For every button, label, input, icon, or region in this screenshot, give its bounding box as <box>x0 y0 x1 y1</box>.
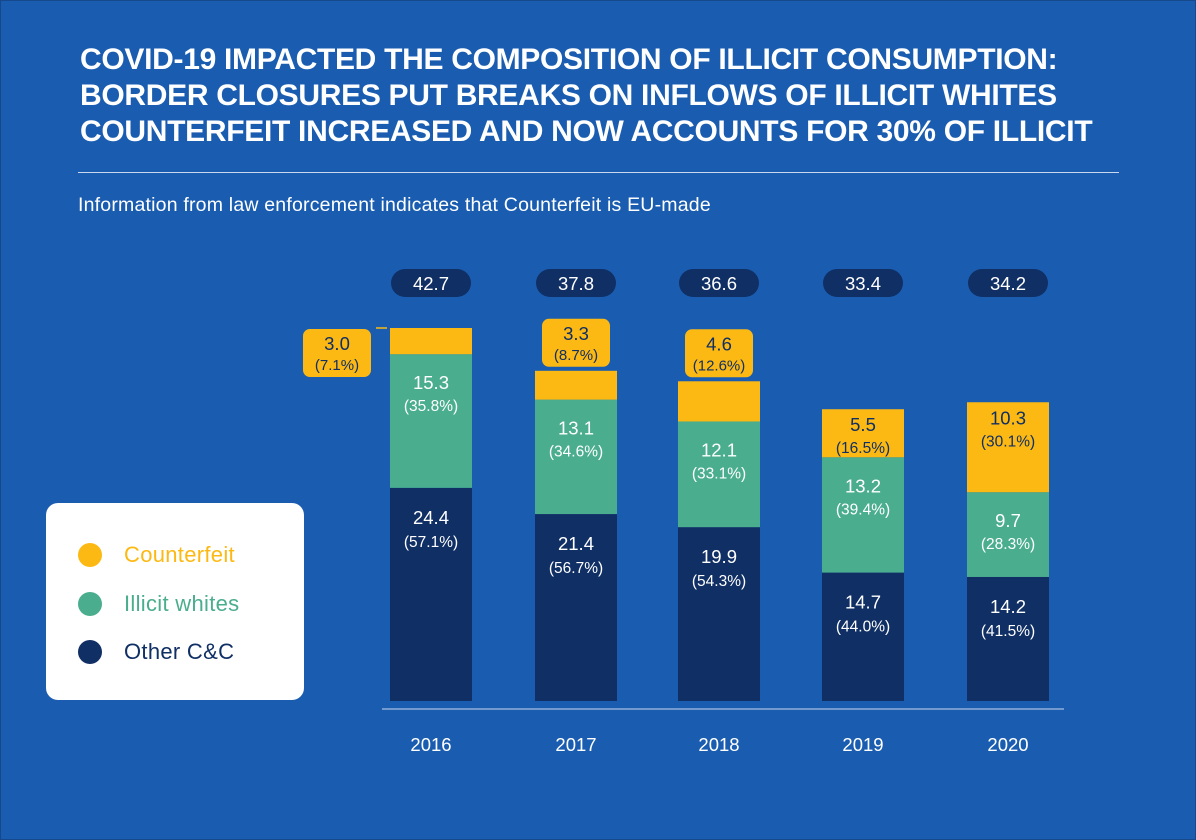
bar-counterfeit-2017 <box>535 370 617 400</box>
legend-swatch-counterfeit <box>78 543 102 567</box>
total-label-2018: 36.6 <box>701 273 737 294</box>
total-badge-2016 <box>391 269 471 297</box>
title-line-1: COVID-19 IMPACTED THE COMPOSITION OF ILL… <box>80 43 1058 76</box>
title-line-3: COUNTERFEIT INCREASED AND NOW ACCOUNTS F… <box>80 115 1093 148</box>
total-label-2016: 42.7 <box>413 273 449 294</box>
legend-label-other-cc: Other C&C <box>124 639 235 664</box>
bar-other-cc-2020 <box>967 576 1049 701</box>
chart-title: COVID-19 IMPACTED THE COMPOSITION OF ILL… <box>80 42 1140 150</box>
share-label-illicit-whites-2016: (35.8%) <box>404 398 458 415</box>
share-label-counterfeit-2020: (30.1%) <box>981 433 1035 450</box>
share-label-counterfeit-2018: (12.6%) <box>693 357 746 374</box>
legend-item-illicit-whites: Illicit whites <box>78 589 239 619</box>
callout-box-counterfeit-2016 <box>303 329 371 377</box>
bar-other-cc-2017 <box>535 514 617 701</box>
x-tick-label-2016: 2016 <box>410 734 451 755</box>
value-label-counterfeit-2018: 4.6 <box>706 333 732 354</box>
bar-illicit-whites-2016 <box>390 354 472 488</box>
value-label-other-cc-2018: 19.9 <box>701 546 737 567</box>
bar-other-cc-2018 <box>678 527 760 701</box>
legend-swatch-other-cc <box>78 640 102 664</box>
share-label-illicit-whites-2020: (28.3%) <box>981 536 1035 553</box>
total-label-2020: 34.2 <box>990 273 1026 294</box>
value-label-other-cc-2016: 24.4 <box>413 507 449 528</box>
value-label-illicit-whites-2016: 15.3 <box>413 372 449 393</box>
total-badge-2018 <box>679 269 759 297</box>
x-tick-label-2018: 2018 <box>698 734 739 755</box>
bar-other-cc-2016 <box>390 487 472 701</box>
share-label-illicit-whites-2017: (34.6%) <box>549 444 603 461</box>
value-label-illicit-whites-2017: 13.1 <box>558 418 594 439</box>
callout-box-counterfeit-2017 <box>542 318 610 367</box>
legend-item-counterfeit: Counterfeit <box>78 540 235 570</box>
value-label-other-cc-2020: 14.2 <box>990 596 1026 617</box>
title-divider <box>78 172 1119 173</box>
bar-counterfeit-2020 <box>967 402 1049 493</box>
share-label-counterfeit-2017: (8.7%) <box>554 347 598 364</box>
bar-counterfeit-2019 <box>822 409 904 458</box>
legend-item-other-cc: Other C&C <box>78 637 234 667</box>
value-label-counterfeit-2019: 5.5 <box>850 414 876 435</box>
x-tick-label-2019: 2019 <box>842 734 883 755</box>
total-badge-2020 <box>968 269 1048 297</box>
value-label-counterfeit-2020: 10.3 <box>990 407 1026 428</box>
bar-illicit-whites-2020 <box>967 492 1049 577</box>
value-label-illicit-whites-2020: 9.7 <box>995 510 1021 531</box>
share-label-counterfeit-2019: (16.5%) <box>836 440 890 457</box>
share-label-other-cc-2019: (44.0%) <box>836 619 890 636</box>
total-badge-2017 <box>536 269 616 297</box>
legend-label-illicit-whites: Illicit whites <box>124 591 240 616</box>
legend-swatch-illicit-whites <box>78 592 102 616</box>
value-label-other-cc-2017: 21.4 <box>558 533 594 554</box>
legend-label-counterfeit: Counterfeit <box>124 542 235 567</box>
share-label-illicit-whites-2019: (39.4%) <box>836 501 890 518</box>
x-tick-label-2017: 2017 <box>555 734 596 755</box>
total-label-2019: 33.4 <box>845 273 881 294</box>
value-label-other-cc-2019: 14.7 <box>845 592 881 613</box>
share-label-counterfeit-2016: (7.1%) <box>315 357 359 374</box>
legend: Counterfeit Illicit whites Other C&C <box>46 503 304 700</box>
bar-counterfeit-2016 <box>390 328 472 355</box>
total-label-2017: 37.8 <box>558 273 594 294</box>
value-label-counterfeit-2016: 3.0 <box>324 333 350 354</box>
chart-subtitle: Information from law enforcement indicat… <box>78 194 711 216</box>
x-tick-label-2020: 2020 <box>987 734 1028 755</box>
bar-other-cc-2019 <box>822 572 904 701</box>
share-label-other-cc-2018: (54.3%) <box>692 573 746 590</box>
share-label-illicit-whites-2018: (33.1%) <box>692 465 746 482</box>
bar-counterfeit-2018 <box>678 381 760 422</box>
value-label-illicit-whites-2018: 12.1 <box>701 439 737 460</box>
value-label-counterfeit-2017: 3.3 <box>563 323 589 344</box>
title-line-2: BORDER CLOSURES PUT BREAKS ON INFLOWS OF… <box>80 79 1057 112</box>
bar-illicit-whites-2018 <box>678 421 760 528</box>
bar-illicit-whites-2019 <box>822 457 904 573</box>
share-label-other-cc-2020: (41.5%) <box>981 623 1035 640</box>
value-label-illicit-whites-2019: 13.2 <box>845 475 881 496</box>
share-label-other-cc-2017: (56.7%) <box>549 560 603 577</box>
bar-illicit-whites-2017 <box>535 399 617 515</box>
share-label-other-cc-2016: (57.1%) <box>404 534 458 551</box>
total-badge-2019 <box>823 269 903 297</box>
callout-box-counterfeit-2018 <box>685 329 753 378</box>
